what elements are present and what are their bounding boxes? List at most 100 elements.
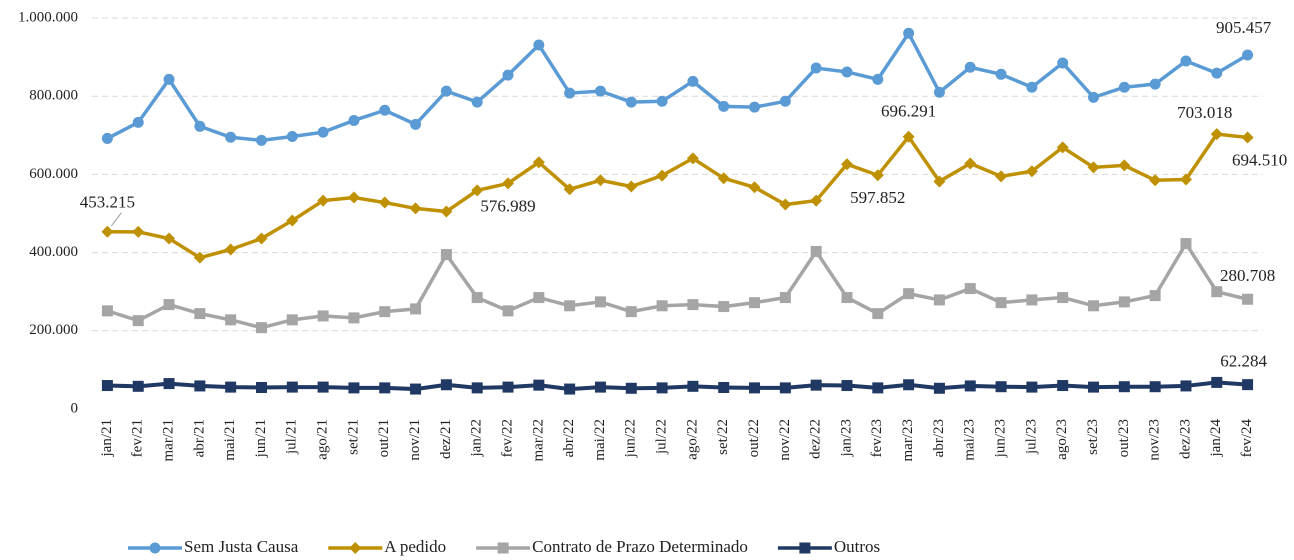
point	[163, 232, 176, 245]
point	[1056, 141, 1069, 154]
line	[107, 132, 1248, 260]
point	[872, 382, 884, 394]
point	[841, 380, 853, 392]
y-tick-label: 1.000.000	[18, 9, 78, 25]
point	[1242, 49, 1254, 61]
point	[964, 61, 976, 73]
point	[255, 134, 267, 146]
legend-label: A pedido	[384, 537, 446, 556]
point	[718, 381, 730, 393]
point	[194, 308, 206, 320]
point	[471, 184, 484, 197]
data-label: 694.510	[1232, 150, 1287, 169]
x-tick-label: dez/22	[808, 419, 824, 459]
x-tick-label: set/21	[345, 419, 361, 455]
point	[286, 314, 298, 326]
point	[964, 157, 977, 170]
legend-marker	[497, 542, 509, 554]
point	[749, 101, 761, 113]
point	[471, 292, 483, 304]
point	[1149, 78, 1161, 90]
x-tick-label: nov/22	[777, 419, 793, 461]
point	[656, 300, 668, 312]
point	[317, 310, 329, 322]
point	[810, 379, 822, 391]
point	[502, 177, 515, 190]
point	[1149, 174, 1162, 187]
point	[687, 299, 699, 311]
x-tick-label: dez/21	[438, 419, 454, 459]
point	[1087, 161, 1100, 174]
point	[686, 152, 699, 165]
point	[687, 380, 699, 392]
point	[840, 158, 853, 171]
point	[101, 132, 113, 144]
y-tick-label: 600.000	[29, 166, 78, 182]
point	[933, 294, 945, 306]
x-tick-label: set/23	[1085, 419, 1101, 455]
point	[1149, 381, 1161, 393]
point	[594, 85, 606, 97]
point	[964, 380, 976, 392]
x-tick-label: mar/23	[900, 419, 916, 462]
point	[1179, 173, 1192, 186]
point	[964, 283, 976, 295]
x-tick-label: ago/22	[684, 419, 700, 460]
data-label: 453.215	[80, 193, 135, 212]
point	[1057, 292, 1069, 304]
point	[532, 156, 545, 169]
point	[502, 381, 514, 393]
legend-label: Sem Justa Causa	[184, 537, 299, 556]
series	[101, 27, 1254, 146]
point	[1211, 67, 1223, 79]
point	[348, 312, 360, 324]
y-tick-label: 400.000	[29, 244, 78, 260]
x-tick-label: mai/22	[592, 419, 608, 461]
point	[194, 380, 206, 392]
point	[132, 116, 144, 128]
point	[841, 66, 853, 78]
point	[625, 382, 637, 394]
point	[1211, 376, 1223, 388]
point	[348, 114, 360, 126]
x-tick-label: abr/23	[931, 419, 947, 457]
series	[101, 128, 1254, 264]
point	[872, 73, 884, 85]
point	[903, 288, 915, 300]
point	[317, 381, 329, 393]
point	[163, 378, 175, 390]
x-tick-label: mar/21	[160, 419, 176, 462]
x-tick-label: jan/23	[838, 419, 854, 458]
point	[1118, 381, 1130, 393]
x-tick-label: ago/23	[1054, 419, 1070, 460]
point	[749, 297, 761, 309]
point	[933, 86, 945, 98]
point	[841, 292, 853, 304]
point	[995, 381, 1007, 393]
point	[1242, 379, 1254, 391]
point	[193, 251, 206, 264]
point	[409, 202, 422, 215]
legend-marker	[349, 542, 362, 554]
legend-marker	[799, 542, 811, 554]
point	[1211, 286, 1223, 298]
x-tick-label: set/22	[715, 419, 731, 455]
point	[594, 381, 606, 393]
point	[810, 194, 823, 207]
x-tick-label: nov/23	[1147, 419, 1163, 461]
point	[224, 243, 237, 256]
point	[779, 382, 791, 394]
point	[749, 382, 761, 394]
point	[903, 379, 915, 391]
point	[1180, 55, 1192, 67]
legend-item: A pedido	[328, 537, 446, 556]
data-label: 62.284	[1220, 352, 1267, 371]
point	[225, 381, 237, 393]
point	[779, 198, 792, 211]
point	[163, 299, 175, 311]
point	[564, 87, 576, 99]
data-label: 703.018	[1177, 103, 1232, 122]
point	[440, 249, 452, 261]
point	[194, 120, 206, 132]
